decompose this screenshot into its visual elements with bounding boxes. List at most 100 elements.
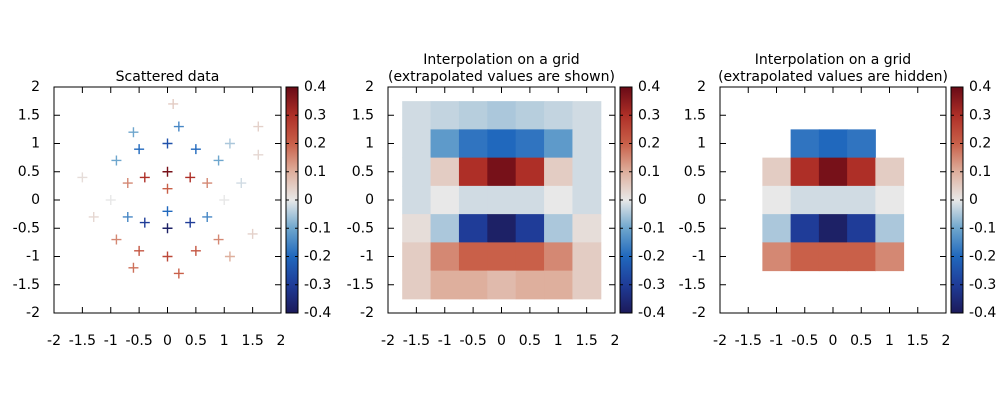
x-tick-label: -2 [713, 333, 727, 349]
y-tick-label: -2 [692, 305, 706, 321]
heatmap-cell [544, 129, 573, 159]
scatter-point [139, 172, 150, 183]
heatmap-cell [544, 214, 573, 243]
scatter-point [128, 127, 139, 138]
x-tick-label: -0.5 [459, 333, 486, 349]
y-tick-label: 1 [31, 136, 40, 152]
colorbar-tick-label: 0.1 [304, 164, 326, 180]
heatmap-cell [762, 242, 792, 272]
scatter-point [219, 195, 230, 205]
heatmap-cell [487, 214, 517, 243]
scatter-point [185, 172, 196, 183]
y-tick-label: 0.5 [352, 164, 374, 180]
y-tick-label: -1 [26, 249, 40, 265]
heatmap-cell [487, 242, 517, 272]
scatter-point [162, 166, 173, 177]
heatmap-cell [818, 242, 848, 272]
scatter-point [122, 178, 133, 189]
colorbar-tick-label: -0.1 [304, 220, 331, 236]
x-tick-label: -1.5 [403, 333, 430, 349]
y-tick-label: 0 [365, 192, 374, 208]
y-tick-label: -1 [692, 249, 706, 265]
heatmap-cell [544, 270, 573, 300]
colorbar-tick-label: -0.3 [638, 277, 665, 293]
heatmap-cell [762, 157, 792, 187]
x-tick-label: -0.5 [125, 333, 152, 349]
colorbar-tick-label: 0.2 [969, 136, 991, 152]
heatmap-cell [572, 270, 602, 300]
heatmap-cell [847, 157, 876, 187]
colorbar-tick-label: 0.2 [638, 136, 660, 152]
heatmap-cell [875, 157, 905, 187]
panel-title: (extrapolated values are shown) [388, 69, 615, 85]
colorbar-tick-label: -0.4 [304, 305, 331, 321]
scatter-point [202, 211, 213, 222]
x-tick-label: -1 [104, 333, 118, 349]
colorbar-tick-label: -0.1 [969, 220, 996, 236]
scatter-point [134, 144, 145, 155]
scatter-point [224, 138, 235, 149]
heatmap-cell [544, 101, 573, 130]
heatmap-cell [402, 270, 432, 300]
x-tick-label: 1 [554, 333, 563, 349]
x-tick-label: 1 [220, 333, 229, 349]
heatmap-cell [790, 242, 820, 272]
heatmap-cell [487, 185, 517, 215]
y-tick-label: -0.5 [13, 220, 40, 236]
colorbar-tick-label: 0 [638, 192, 647, 208]
x-tick-label: 1.5 [575, 333, 597, 349]
colorbar-tick-label: -0.2 [304, 249, 331, 265]
scatter-point [162, 183, 173, 194]
heatmap-cell [544, 157, 573, 187]
heatmap-cell [818, 214, 848, 243]
heatmap-cell [430, 157, 460, 187]
heatmap-cell [402, 101, 432, 130]
colorbar-tick-label: 0.3 [969, 107, 991, 123]
colorbar-tick-label: 0.1 [969, 164, 991, 180]
heatmap-cell [515, 185, 545, 215]
heatmap-cell [790, 214, 820, 243]
heatmap-cell [430, 185, 460, 215]
y-tick-label: 2 [31, 79, 40, 95]
heatmap-cell [515, 270, 545, 300]
scatter-point [190, 144, 201, 155]
scatter-point [190, 245, 201, 256]
scatter-point [122, 211, 133, 222]
colorbar-tick-label: 0.3 [304, 107, 326, 123]
colorbar-tick-label: -0.3 [969, 277, 996, 293]
plot-layer [77, 98, 264, 279]
colorbar-tick-label: -0.4 [638, 305, 665, 321]
heatmap-cell [458, 270, 488, 300]
x-tick-label: 2 [942, 333, 951, 349]
heatmap-cell [762, 214, 792, 243]
scatter-point [162, 138, 173, 149]
heatmap-cell [402, 157, 432, 187]
panel-title: Interpolation on a grid [755, 52, 911, 68]
heatmap-cell [430, 129, 460, 159]
y-tick-label: 0.5 [18, 164, 40, 180]
heatmap-cell [875, 185, 905, 215]
colorbar-tick-label: -0.2 [969, 249, 996, 265]
scatter-point [77, 172, 88, 183]
y-tick-label: 1.5 [684, 107, 706, 123]
scatter-point [173, 121, 184, 132]
heatmap-cell [430, 214, 460, 243]
colorbar-tick-label: -0.1 [638, 220, 665, 236]
scatter-point [162, 206, 173, 217]
scatter-point [139, 217, 150, 228]
heatmap-cell [572, 157, 602, 187]
heatmap-cell [487, 129, 517, 159]
plot-layer [402, 101, 602, 300]
y-tick-label: 1.5 [18, 107, 40, 123]
heatmap-cell [430, 270, 460, 300]
scatter-point [173, 268, 184, 279]
y-tick-label: 1.5 [352, 107, 374, 123]
scatter-point [247, 228, 258, 239]
scatter-point [253, 149, 264, 160]
heatmap-cell [515, 242, 545, 272]
heatmap-cell [847, 129, 876, 159]
y-tick-label: 0 [31, 192, 40, 208]
scatter-point [128, 262, 139, 273]
x-tick-label: 0.5 [519, 333, 541, 349]
x-tick-label: -1.5 [69, 333, 96, 349]
